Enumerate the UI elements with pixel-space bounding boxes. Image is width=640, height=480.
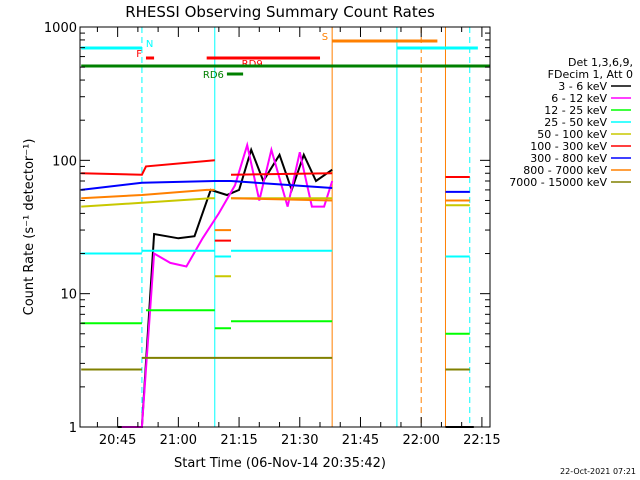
y-axis-label: Count Rate (s⁻¹ detector⁻¹): [22, 139, 37, 316]
series-0-segment-0: [117, 146, 333, 428]
y-tick-label-0: 1: [69, 421, 77, 436]
flag-label-f: F: [136, 49, 142, 60]
series-5-segment-2: [230, 172, 333, 176]
x-tick-label-4: 21:45: [342, 433, 379, 448]
x-tick-label-0: 20:45: [99, 433, 136, 448]
flag-label-rd6: RD6: [203, 70, 224, 81]
series-7-segment-2: [230, 197, 333, 202]
series-4-segment-0: [81, 197, 215, 208]
timestamp: 22-Oct-2021 07:21: [560, 467, 636, 476]
y-tick-label-2: 100: [52, 154, 77, 169]
x-tick-label-5: 22:00: [402, 433, 439, 448]
vertical-markers: [141, 27, 471, 427]
legend-label-5: 100 - 300 keV: [530, 140, 607, 153]
series-5-segment-0: [81, 159, 215, 176]
plot-frame: [79, 26, 491, 428]
legend-label-0: 3 - 6 keV: [558, 80, 607, 93]
flag-label-s: S: [322, 32, 328, 43]
series-1-segment-0: [121, 141, 334, 428]
legend-label-3: 25 - 50 keV: [544, 116, 607, 129]
legend-header-0: Det 1,3,6,9,: [568, 56, 633, 69]
chart-title: RHESSI Observing Summary Count Rates: [125, 3, 435, 21]
series-lines: [81, 141, 474, 428]
legend-label-1: 6 - 12 keV: [551, 92, 607, 105]
series-6-segment-0: [81, 180, 333, 191]
x-tick-label-2: 21:15: [220, 433, 257, 448]
legend-label-7: 800 - 7000 keV: [523, 164, 607, 177]
legend-header-1: FDecim 1, Att 0: [548, 68, 633, 81]
x-axis-label: Start Time (06-Nov-14 20:35:42): [174, 456, 386, 471]
legend-label-6: 300 - 800 keV: [530, 152, 607, 165]
flag-label-n: N: [146, 39, 153, 50]
x-tick-label-3: 21:30: [281, 433, 318, 448]
legend-label-4: 50 - 100 keV: [537, 128, 607, 141]
x-tick-label-6: 22:15: [463, 433, 500, 448]
y-tick-label-3: 1000: [44, 21, 77, 36]
series-7-segment-0: [81, 188, 215, 200]
legend-label-2: 12 - 25 keV: [544, 104, 607, 117]
y-tick-label-1: 10: [60, 288, 77, 303]
axes: 20:45 21:00 21:15 21:30 21:45 22:00 22:15 1 10 10…: [44, 21, 501, 448]
x-tick-label-1: 21:00: [160, 433, 197, 448]
flag-bars: NFRD9SRD6: [81, 32, 490, 81]
legend-label-8: 7000 - 15000 keV: [509, 176, 607, 189]
